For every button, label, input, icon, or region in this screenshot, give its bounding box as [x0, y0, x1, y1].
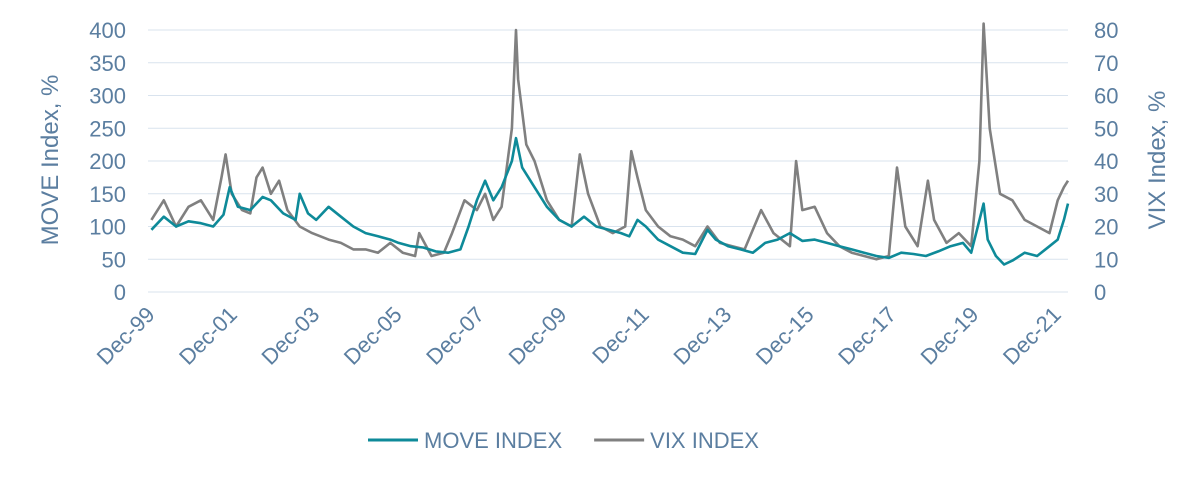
left-tick-label: 200: [89, 149, 126, 174]
x-tick-label: Dec-99: [92, 302, 160, 370]
right-tick-label: 70: [1094, 51, 1118, 76]
x-axis-ticks: Dec-99 Dec-01 Dec-03 Dec-05 Dec-07 Dec-09 Dec-…: [92, 302, 1066, 370]
left-tick-label: 300: [89, 84, 126, 109]
left-axis-ticks: 0 50 100 150 200 250 300 350 400: [89, 18, 126, 305]
x-tick-label: Dec-01: [174, 302, 242, 370]
right-tick-label: 0: [1094, 280, 1106, 305]
right-axis-ticks: 0 10 20 30 40 50 60 70 80: [1094, 18, 1118, 305]
left-tick-label: 0: [114, 280, 126, 305]
left-axis-title: MOVE Index, %: [37, 75, 64, 246]
legend-label: MOVE INDEX: [424, 428, 562, 453]
x-tick-label: Dec-17: [833, 302, 901, 370]
x-tick-label: Dec-07: [421, 302, 489, 370]
left-tick-label: 250: [89, 116, 126, 141]
legend-label: VIX INDEX: [650, 428, 759, 453]
left-tick-label: 350: [89, 51, 126, 76]
left-tick-label: 50: [102, 247, 126, 272]
x-tick-label: Dec-03: [256, 302, 324, 370]
right-tick-label: 10: [1094, 247, 1118, 272]
left-tick-label: 400: [89, 18, 126, 43]
gridlines: [148, 29, 1068, 293]
right-tick-label: 60: [1094, 84, 1118, 109]
right-tick-label: 40: [1094, 149, 1118, 174]
x-tick-label: Dec-13: [668, 302, 736, 370]
right-tick-label: 80: [1094, 18, 1118, 43]
series-line-vix-index: [150, 22, 1070, 261]
right-tick-label: 30: [1094, 182, 1118, 207]
right-tick-label: 50: [1094, 116, 1118, 141]
left-tick-label: 100: [89, 215, 126, 240]
left-tick-label: 150: [89, 182, 126, 207]
x-tick-label: Dec-19: [916, 302, 984, 370]
legend: MOVE INDEX VIX INDEX: [368, 428, 759, 453]
x-tick-label: Dec-05: [339, 302, 407, 370]
x-tick-label: Dec-09: [504, 302, 572, 370]
x-tick-label: Dec-15: [751, 302, 819, 370]
series-line-move-index: [150, 136, 1070, 266]
series-lines: [150, 22, 1070, 266]
right-tick-label: 20: [1094, 215, 1118, 240]
x-tick-label: Dec-11: [587, 302, 654, 369]
x-tick-label: Dec-21: [998, 302, 1066, 370]
right-axis-title: VIX Index, %: [1144, 91, 1171, 230]
